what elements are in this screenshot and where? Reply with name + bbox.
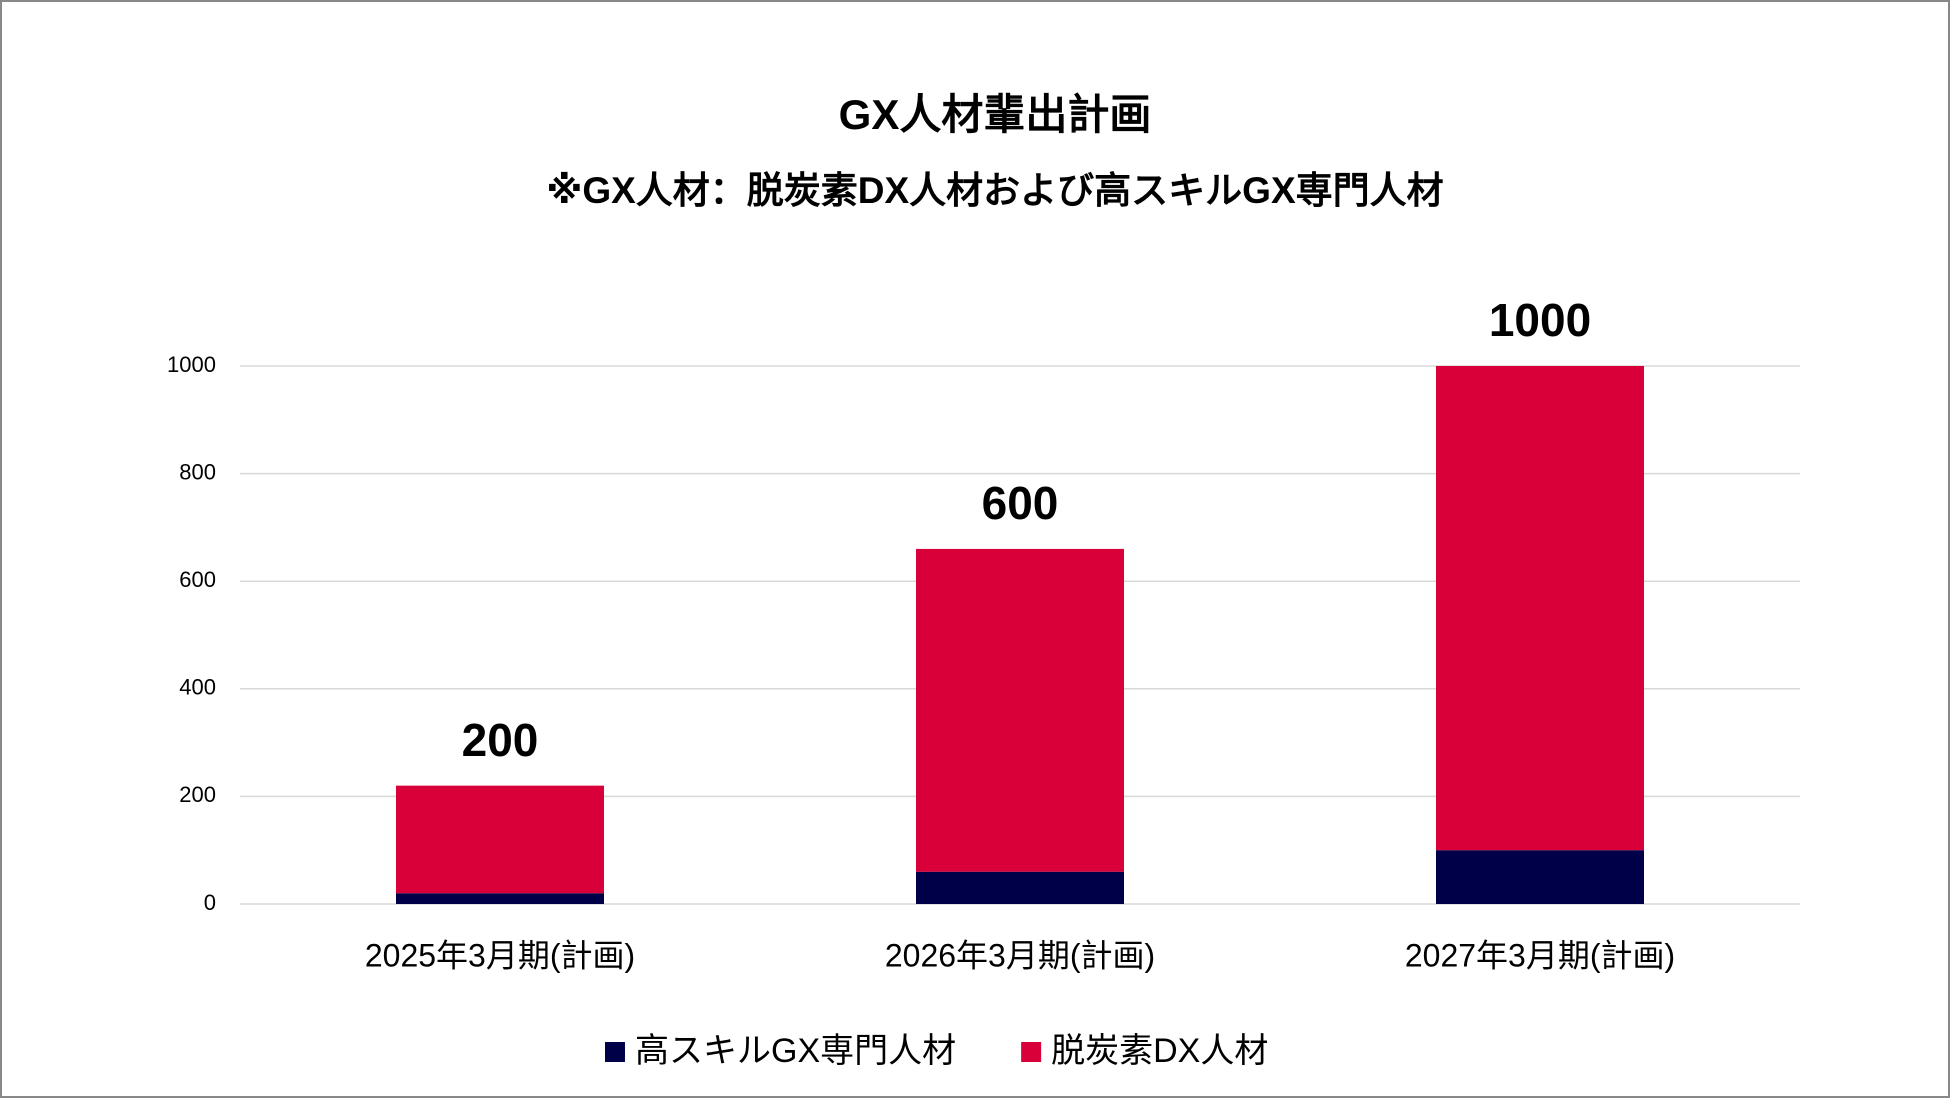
data-label: 600 bbox=[982, 477, 1059, 529]
y-tick-label: 400 bbox=[179, 675, 216, 700]
x-tick-label: 2025年3月期(計画) bbox=[365, 937, 635, 973]
y-tick-label: 200 bbox=[179, 782, 216, 807]
data-label: 1000 bbox=[1489, 294, 1591, 346]
y-tick-label: 0 bbox=[204, 890, 216, 915]
y-tick-label: 1000 bbox=[167, 352, 216, 377]
legend-label: 脱炭素DX人材 bbox=[1051, 1032, 1268, 1070]
x-tick-label: 2027年3月期(計画) bbox=[1405, 937, 1675, 973]
bar-segment bbox=[916, 871, 1124, 904]
bar-segment bbox=[396, 785, 604, 894]
bar-segment bbox=[396, 893, 604, 904]
bar-segment bbox=[916, 548, 1124, 872]
x-tick-label: 2026年3月期(計画) bbox=[885, 937, 1155, 973]
legend-label: 高スキルGX専門人材 bbox=[635, 1032, 956, 1070]
legend-swatch bbox=[1021, 1042, 1042, 1062]
data-label: 200 bbox=[462, 714, 539, 766]
legend-swatch bbox=[605, 1042, 625, 1062]
bar-segment bbox=[1436, 366, 1644, 851]
y-tick-label: 600 bbox=[179, 567, 216, 592]
bar-segment bbox=[1436, 850, 1644, 904]
chart-title: GX人材輩出計画 bbox=[839, 91, 1152, 138]
y-tick-label: 800 bbox=[179, 459, 216, 484]
chart-subtitle: ※GX人材：脱炭素DX人材および高スキルGX専門人材 bbox=[546, 170, 1443, 211]
